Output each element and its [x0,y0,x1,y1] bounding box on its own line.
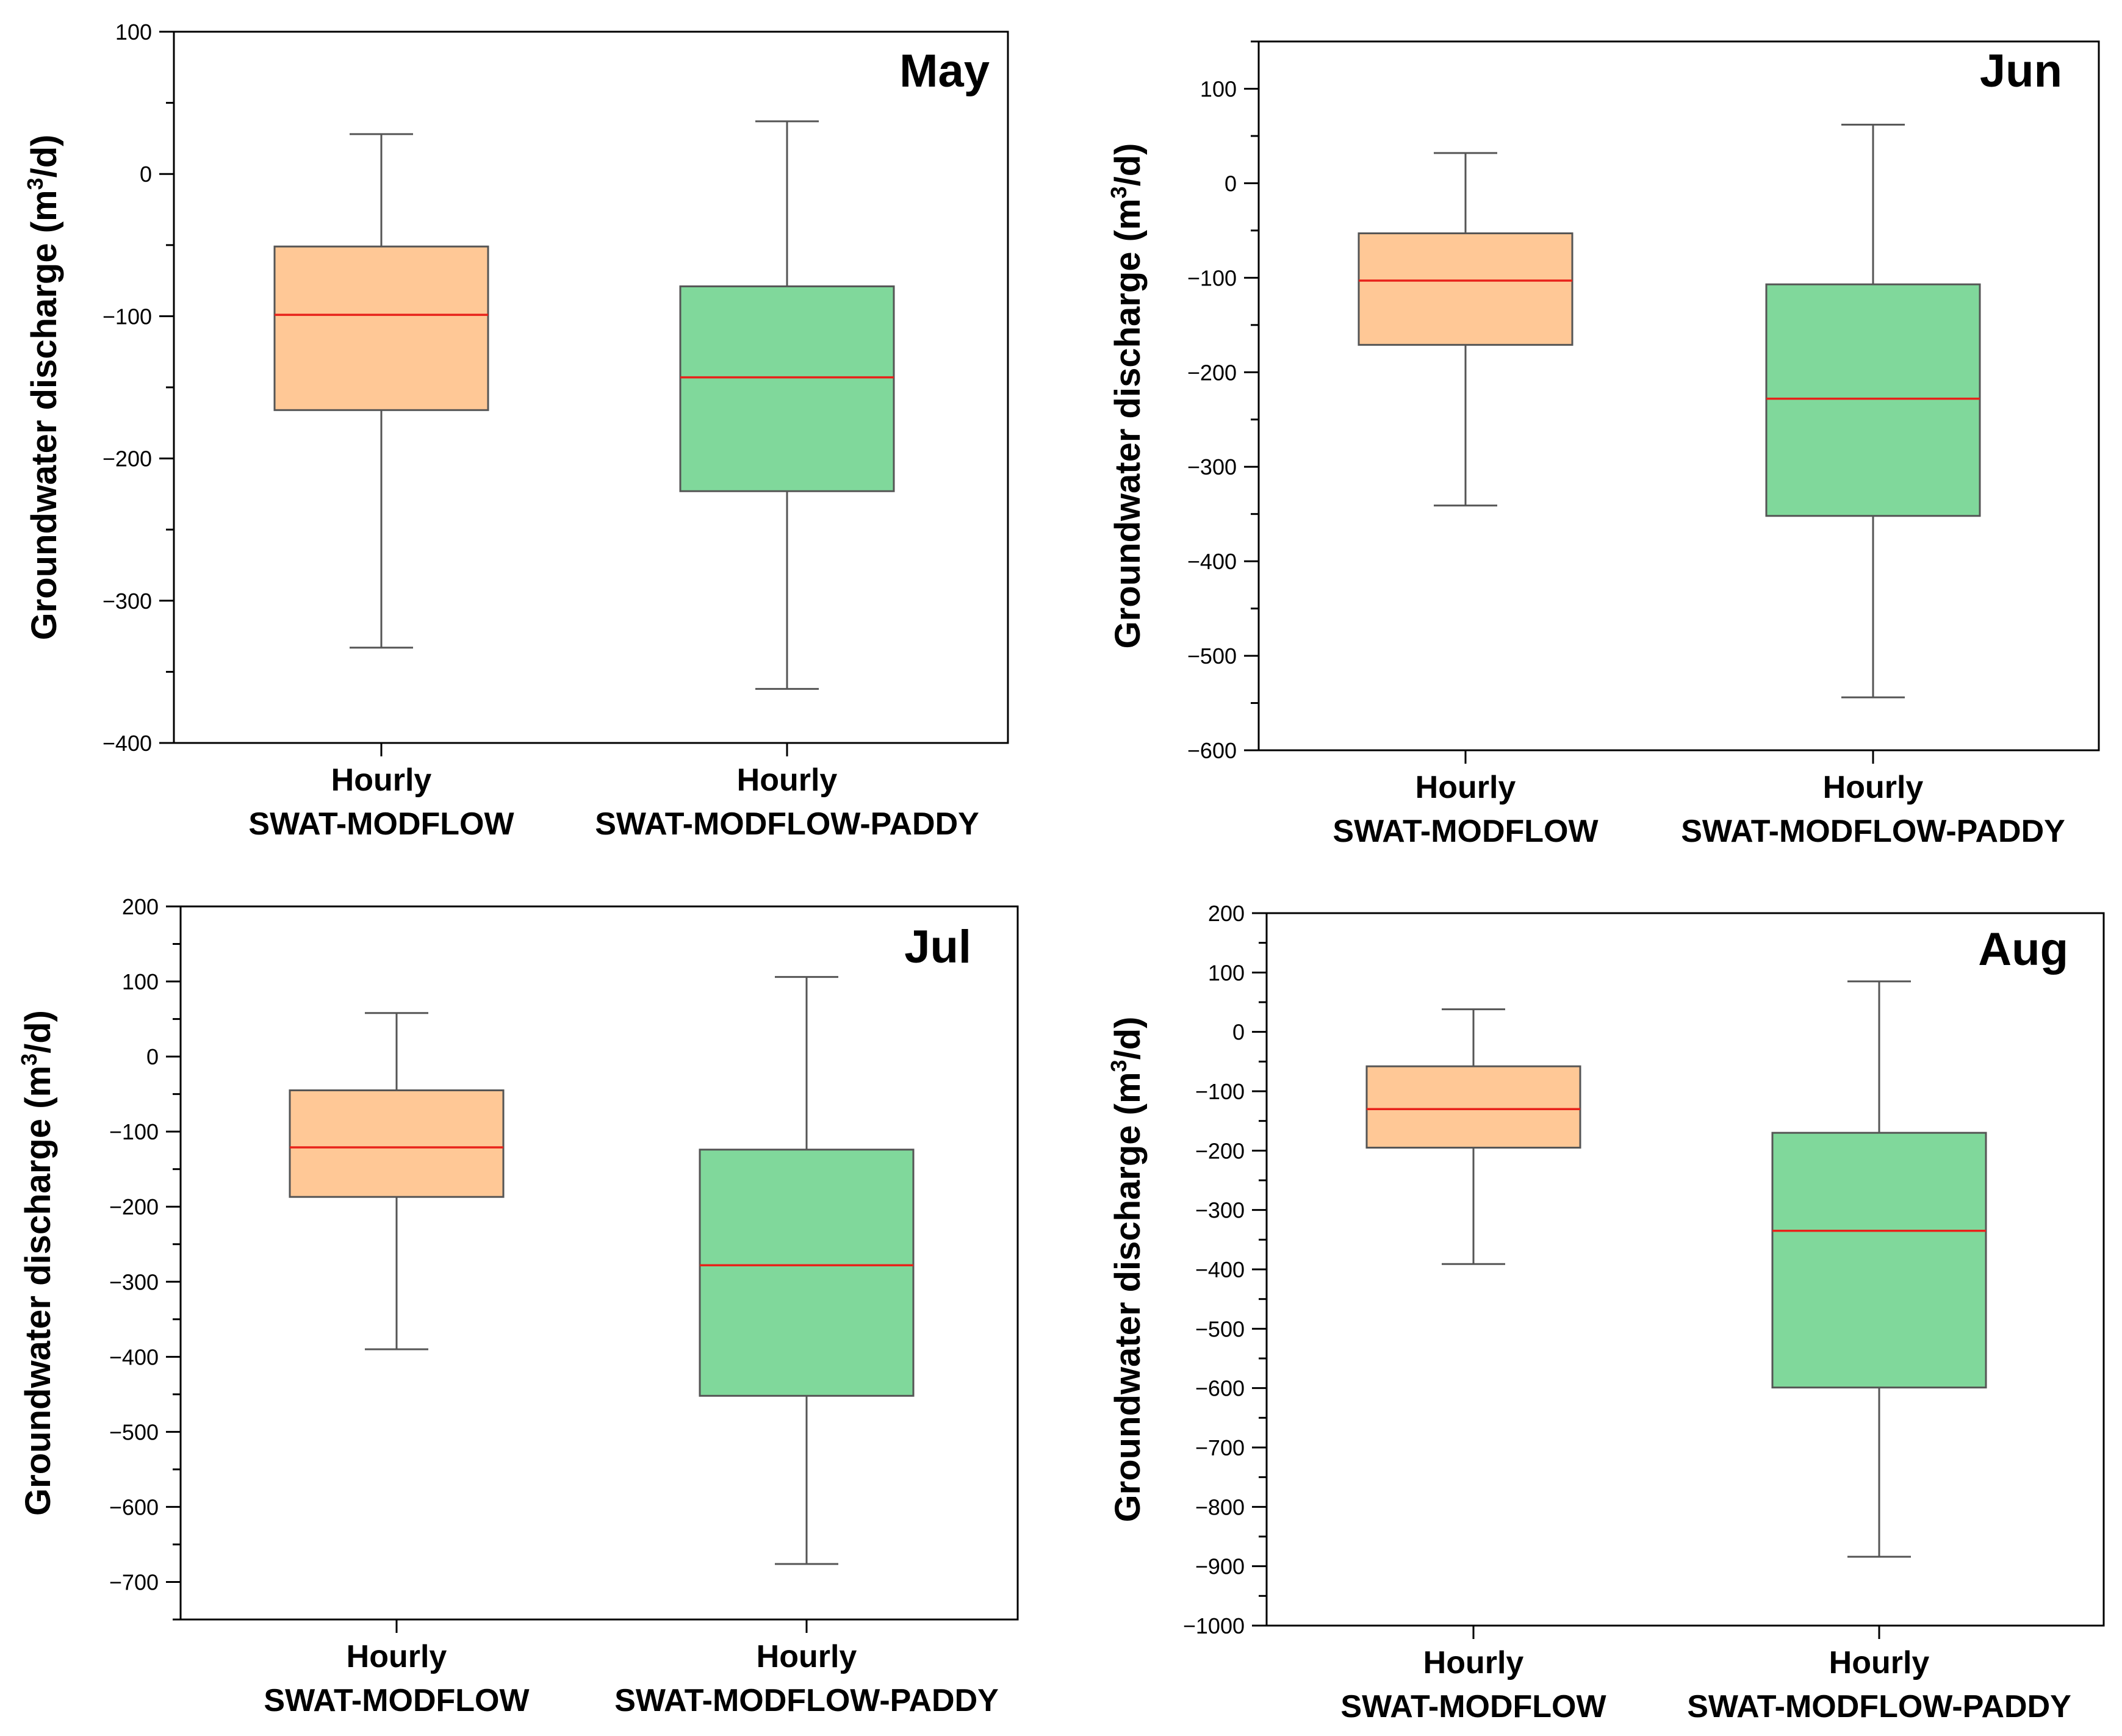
y-tick-label: −800 [1195,1494,1245,1519]
y-tick-label: −400 [1195,1257,1245,1282]
panel-title: Jun [1980,45,2062,97]
y-tick-label: −400 [109,1344,159,1369]
y-tick-label: −400 [1187,549,1237,574]
box-swat-modflow-paddy: Hourly SWAT-MODFLOW-PADDY [1687,980,2071,1724]
category-label-line1: Hourly [331,762,432,798]
y-axis-label-main: Groundwater discharge (m [1108,1072,1148,1522]
y-axis-label: Groundwater discharge (m3/d) [16,1010,58,1516]
box-swat-modflow: Hourly SWAT-MODFLOW [1340,1008,1607,1724]
y-tick-label: 0 [140,162,152,187]
iqr-box [1358,232,1574,346]
y-tick-label: −100 [1195,1079,1245,1104]
panel-jun: 100 0 −100 −200 −300 −400 −500 −600 Groundwater … [1106,40,2100,849]
y-tick-label: 0 [1225,171,1237,196]
y-axis-label-main: Groundwater discharge (m [1108,198,1148,648]
box-swat-modflow-paddy: Hourly SWAT-MODFLOW-PADDY [614,976,999,1718]
y-axis-label: Groundwater discharge (m3/d) [1106,143,1148,649]
y-tick-label: −700 [109,1569,159,1594]
y-tick-label: −500 [109,1419,159,1444]
y-tick-label: −200 [103,447,152,472]
y-tick-label: −300 [109,1269,159,1294]
category-label-line2: SWAT-MODFLOW [248,806,514,842]
box-plot-panels: 100 0 −100 −200 −300 −400 Groundwater discharg… [16,20,2105,1724]
panel-jul: 200 100 0 −100 −200 −300 −400 −500 −600 −700 Groun… [16,894,1019,1718]
panel-title: Jul [904,921,971,973]
iqr-box [1765,283,1981,517]
y-tick-label: −500 [1187,644,1237,669]
y-axis-label: Groundwater discharge (m3/d) [1106,1017,1148,1523]
y-axis-label-main: Groundwater discharge (m [18,1066,58,1516]
y-tick-label: −300 [1187,454,1237,479]
iqr-box [1365,1065,1581,1149]
category-label-line1: Hourly [757,1639,857,1674]
y-axis-label-superscript: 3 [1106,1060,1131,1072]
category-label-line1: Hourly [1829,1645,1930,1680]
y-tick-label: −200 [1187,360,1237,385]
y-axis-label-superscript: 3 [1106,186,1131,198]
category-label-line1: Hourly [737,762,838,798]
box-swat-modflow-paddy: Hourly SWAT-MODFLOW-PADDY [1681,123,2065,849]
iqr-box [273,245,489,411]
box-swat-modflow: Hourly SWAT-MODFLOW [264,1012,530,1718]
category-label-line2: SWAT-MODFLOW [264,1683,530,1718]
category-label-line2: SWAT-MODFLOW-PADDY [1681,814,2065,849]
y-axis-label-tail: /d) [1108,143,1148,187]
iqr-box [699,1149,915,1397]
y-axis-label-tail: /d) [1108,1017,1148,1060]
y-tick-label: −1000 [1183,1613,1245,1638]
y-tick-label: 0 [1232,1020,1245,1045]
y-tick-label: −700 [1195,1435,1245,1460]
y-tick-label: −600 [109,1494,159,1519]
category-label-line1: Hourly [1823,770,1924,805]
y-tick-label: −300 [103,589,152,614]
category-label-line2: SWAT-MODFLOW-PADDY [595,806,979,842]
y-axis-label-main: Groundwater discharge (m [24,190,64,640]
category-label-line1: Hourly [347,1639,447,1674]
y-tick-label: −200 [109,1194,159,1219]
box-swat-modflow: Hourly SWAT-MODFLOW [1333,152,1599,849]
category-label-line2: SWAT-MODFLOW [1333,814,1599,849]
panel-aug: 200 100 0 −100 −200 −300 −400 −500 −600 −700 −800 −… [1106,901,2105,1724]
category-label-line2: SWAT-MODFLOW-PADDY [1687,1689,2071,1724]
category-label-line2: SWAT-MODFLOW-PADDY [614,1683,999,1718]
category-label-line1: Hourly [1415,770,1516,805]
y-axis-label-tail: /d) [24,135,64,178]
category-label-line2: SWAT-MODFLOW [1340,1689,1606,1724]
iqr-box [289,1089,505,1198]
y-axis-label-superscript: 3 [16,1053,41,1066]
y-tick-label: 100 [115,20,152,45]
y-tick-label: 200 [122,894,159,919]
panel-may: 100 0 −100 −200 −300 −400 Groundwater discharg… [23,20,1009,842]
panel-title: Aug [1978,924,2068,975]
panel-title: May [899,45,990,97]
box-swat-modflow: Hourly SWAT-MODFLOW [248,133,515,842]
y-tick-label: 200 [1208,901,1245,926]
y-tick-label: −500 [1195,1316,1245,1341]
category-label-line1: Hourly [1423,1645,1524,1680]
y-tick-label: −100 [109,1119,159,1144]
y-tick-label: −200 [1195,1138,1245,1163]
plot-frame [179,905,1019,1621]
y-tick-label: 100 [122,969,159,994]
iqr-box [679,285,895,492]
plot-frame [1257,40,2100,751]
y-tick-label: −400 [103,731,152,756]
y-tick-label: 100 [1208,960,1245,985]
y-tick-label: −300 [1195,1198,1245,1223]
y-tick-label: −100 [103,304,152,329]
y-tick-label: −100 [1187,265,1237,290]
y-tick-label: 100 [1200,76,1237,101]
y-axis-label-superscript: 3 [23,178,48,190]
box-swat-modflow-paddy: Hourly SWAT-MODFLOW-PADDY [595,120,979,842]
iqr-box [1771,1132,1987,1389]
y-tick-label: 0 [146,1044,159,1069]
y-tick-label: −600 [1195,1376,1245,1401]
y-axis-label-tail: /d) [18,1010,58,1053]
y-axis-label: Groundwater discharge (m3/d) [23,135,64,640]
y-tick-label: −600 [1187,738,1237,763]
y-tick-label: −900 [1195,1554,1245,1579]
